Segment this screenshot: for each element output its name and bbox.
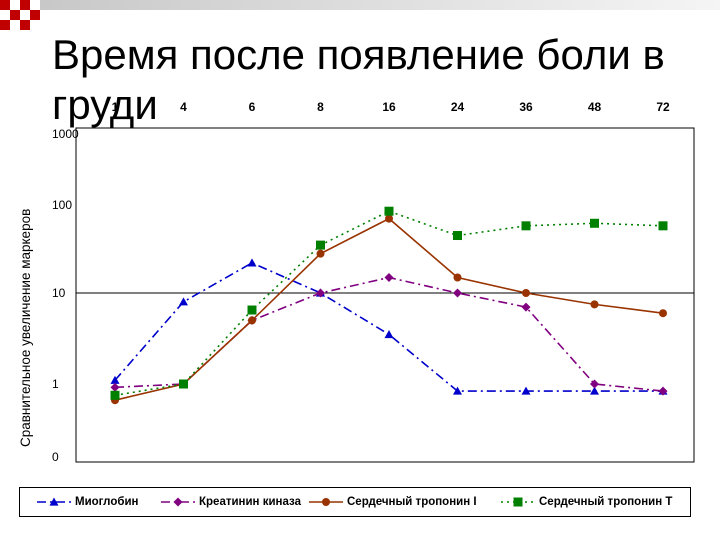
data-point (248, 316, 256, 325)
chart-legend: Миоглобин Креатинин киназа Сердечный тропо… (19, 487, 691, 517)
data-point (384, 273, 394, 283)
series-circle (111, 214, 667, 405)
x-tick-label: 8 (317, 100, 324, 114)
data-point (384, 206, 394, 216)
data-point (110, 390, 120, 400)
plot-area (75, 127, 695, 463)
data-point (590, 379, 599, 389)
data-point (247, 305, 257, 315)
page-title: Время после появление боли в груди (52, 31, 665, 128)
legend-swatch (501, 497, 535, 507)
data-point (453, 386, 462, 395)
legend-label: Сердечный тропонин I (347, 496, 477, 508)
legend-swatch (309, 498, 343, 506)
x-tick-label: 24 (451, 100, 465, 114)
data-point (521, 221, 531, 231)
series-line (114, 210, 664, 397)
x-tick-label: 6 (249, 100, 256, 114)
legend-label: Креатинин киназа (199, 496, 301, 508)
legend-marker (49, 497, 59, 506)
data-point (385, 214, 393, 223)
series-line (114, 217, 664, 401)
data-point (590, 218, 599, 228)
data-point (316, 288, 325, 298)
x-tick-label: 48 (588, 100, 602, 114)
legend-item: Сердечный тропонин T (500, 488, 672, 516)
y-tick-label: 1000 (52, 127, 79, 141)
y-tick-label: 10 (52, 286, 66, 300)
legend-swatch (37, 497, 71, 506)
data-point (453, 231, 462, 241)
y-tick-label: 1 (52, 377, 59, 391)
data-point (110, 375, 120, 384)
data-point (316, 240, 325, 250)
legend-item: Сердечный тропонин I (308, 488, 477, 516)
data-point (384, 329, 394, 339)
data-point (522, 289, 530, 297)
data-point (590, 386, 599, 395)
data-point (659, 309, 667, 318)
legend-marker (322, 498, 330, 506)
x-tick-label: 72 (656, 100, 670, 114)
data-point (110, 382, 120, 392)
data-point (179, 297, 188, 306)
legend-marker (513, 497, 523, 507)
y-tick-label: 0 (52, 450, 59, 464)
y-tick-label: 100 (52, 198, 72, 212)
data-point (658, 386, 668, 396)
legend-marker (173, 497, 183, 507)
legend-label: Сердечный тропонин T (539, 496, 673, 508)
legend-swatch (161, 497, 195, 507)
x-tick-label: 16 (382, 100, 396, 114)
x-tick-label: 1 (112, 100, 119, 114)
legend-item: Креатинин киназа (160, 488, 301, 516)
legend-item: Миоглобин (36, 488, 138, 516)
data-point (658, 221, 668, 231)
data-point (521, 302, 531, 312)
data-point (453, 273, 462, 282)
corner-decoration (0, 0, 720, 30)
data-point (453, 288, 462, 298)
data-point (179, 379, 188, 389)
x-tick-label: 36 (519, 100, 533, 114)
series-square (110, 206, 668, 400)
data-point (521, 386, 531, 395)
data-point (316, 249, 325, 258)
x-tick-label: 4 (180, 100, 187, 114)
data-point (247, 258, 257, 267)
data-point (590, 300, 599, 309)
legend-label: Миоглобин (75, 496, 139, 508)
